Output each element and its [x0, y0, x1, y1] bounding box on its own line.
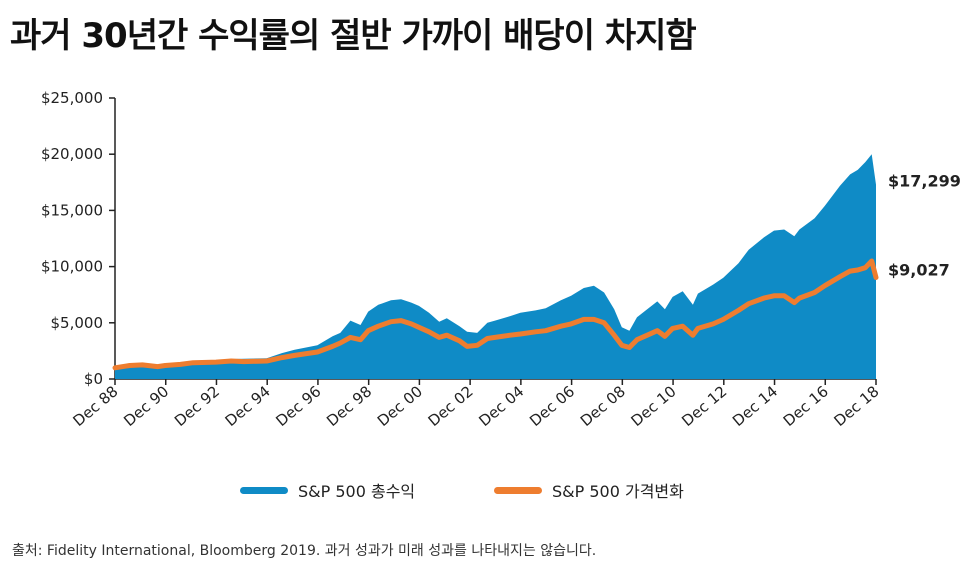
- legend: S&P 500 총수익 S&P 500 가격변화: [0, 478, 966, 508]
- plot-area: [112, 154, 879, 379]
- source-note: 출처: Fidelity International, Bloomberg 20…: [12, 543, 597, 559]
- y-tick-label: $5,000: [51, 314, 104, 332]
- legend-label-price: S&P 500 가격변화: [552, 482, 684, 501]
- x-tick-label: Dec 02: [425, 382, 477, 430]
- series-area-total-return: [115, 154, 876, 379]
- legend-item-total-return[interactable]: S&P 500 총수익: [240, 478, 415, 502]
- x-tick-label: Dec 14: [729, 382, 781, 430]
- y-tick-label: $15,000: [41, 201, 103, 219]
- legend-item-price-change[interactable]: S&P 500 가격변화: [494, 478, 684, 502]
- x-tick-label: Dec 90: [120, 382, 172, 430]
- y-tick-label: $25,000: [41, 89, 103, 107]
- x-tick-label: Dec 96: [272, 382, 324, 430]
- x-tick-label: Dec 88: [69, 382, 121, 430]
- legend-swatch-price: [494, 486, 542, 494]
- x-tick-label: Dec 04: [475, 382, 527, 430]
- x-tick-label: Dec 94: [222, 382, 274, 430]
- x-tick-label: Dec 06: [526, 382, 578, 430]
- x-tick-label: Dec 18: [830, 382, 882, 430]
- end-label-price-change: $9,027: [888, 261, 950, 280]
- y-tick-label: $10,000: [41, 258, 103, 276]
- x-tick-label: Dec 00: [374, 382, 426, 430]
- x-tick-label: Dec 16: [780, 382, 832, 430]
- end-label-total-return: $17,299: [888, 172, 961, 191]
- x-tick-label: Dec 98: [323, 382, 375, 430]
- legend-label-total: S&P 500 총수익: [298, 482, 416, 501]
- x-tick-label: Dec 10: [628, 382, 680, 430]
- series-line-price-change: [112, 258, 879, 371]
- y-tick-label: $0: [84, 370, 103, 388]
- end-labels: $17,299 $9,027: [888, 172, 961, 280]
- x-tick-label: Dec 92: [171, 382, 223, 430]
- y-tick-label: $20,000: [41, 145, 103, 163]
- y-axis: $0 $5,000 $10,000 $15,000 $20,000 $25,000: [41, 89, 116, 388]
- chart-title: 과거 30년간 수익률의 절반 가까이 배당이 차지함: [10, 16, 697, 56]
- legend-swatch-total: [240, 486, 288, 494]
- chart-area: $0 $5,000 $10,000 $15,000 $20,000 $25,000 Dec…: [41, 89, 961, 430]
- x-tick-label: Dec 12: [678, 382, 730, 430]
- x-tick-label: Dec 08: [577, 382, 629, 430]
